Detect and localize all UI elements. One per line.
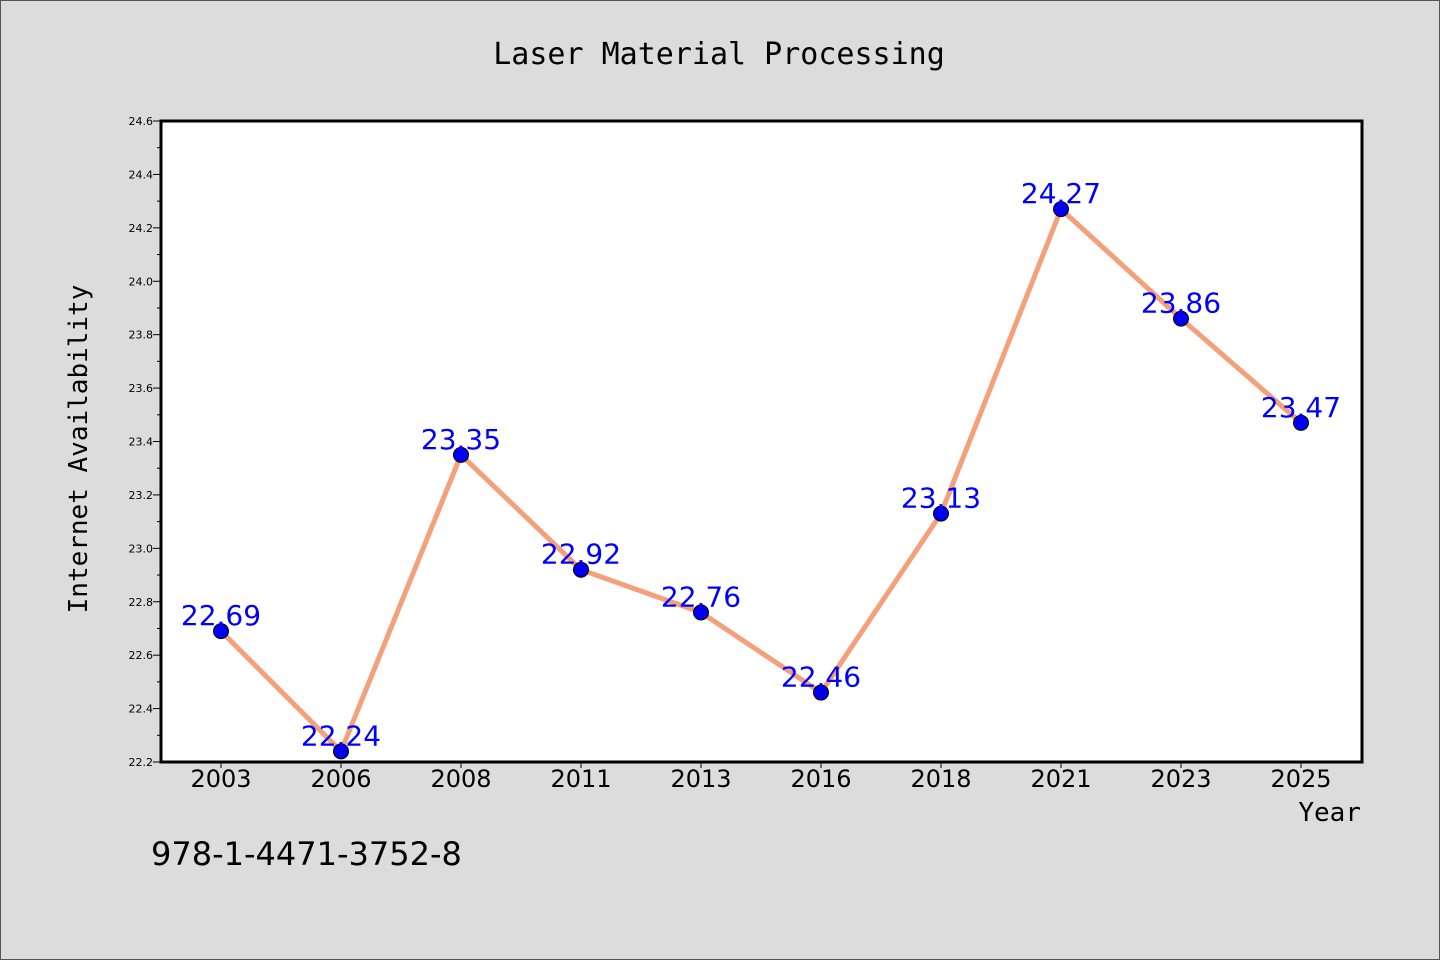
- y-tick-label: 24.4: [129, 168, 154, 181]
- y-tick-label: 24.2: [129, 222, 154, 235]
- series-markers-group: [213, 201, 1309, 760]
- data-label: 22.92: [541, 538, 621, 571]
- y-tick-label: 23.4: [129, 436, 154, 449]
- plot-frame: [159, 119, 1364, 764]
- data-label: 22.76: [661, 580, 741, 613]
- data-point-marker: [213, 623, 229, 640]
- x-tick-label: 2008: [430, 765, 491, 793]
- y-tick-label: 22.6: [129, 649, 154, 662]
- y-tick-label: 23.6: [129, 382, 154, 395]
- y-tick-label: 24.0: [129, 275, 154, 288]
- y-axis-label: Internet Availability: [64, 285, 94, 614]
- x-tick-label: 2011: [550, 765, 611, 793]
- data-point-marker: [1293, 414, 1309, 431]
- data-point-marker: [813, 684, 829, 701]
- data-label: 22.24: [301, 719, 381, 752]
- y-tick-label: 23.8: [129, 329, 154, 342]
- x-tick-label: 2023: [1150, 765, 1211, 793]
- data-point-marker: [333, 743, 349, 760]
- data-point-marker: [453, 446, 469, 463]
- x-tick-label: 2016: [790, 765, 851, 793]
- y-tick-label: 23.0: [129, 542, 154, 555]
- data-label: 24.27: [1021, 177, 1101, 210]
- x-tick-label: 2021: [1030, 765, 1091, 793]
- y-tick-label: 22.2: [129, 756, 154, 769]
- x-tick-label: 2003: [190, 765, 251, 793]
- data-label: 22.46: [781, 661, 861, 694]
- y-tick-label: 23.2: [129, 489, 154, 502]
- chart-title: Laser Material Processing: [493, 37, 945, 72]
- data-point-marker: [573, 561, 589, 578]
- y-tick-label: 22.8: [129, 596, 154, 609]
- series-line-group: [218, 206, 1304, 754]
- data-label: 23.86: [1141, 287, 1221, 320]
- x-axis: 2003 2006 2008 2011 2013 2016 2018 2021 2023 2025: [190, 762, 1332, 793]
- x-axis-label: Year: [1298, 798, 1361, 828]
- series-line: [218, 206, 1304, 754]
- data-point-marker: [933, 505, 949, 522]
- y-tick-label: 22.4: [129, 703, 154, 716]
- x-tick-label: 2025: [1270, 765, 1331, 793]
- data-labels-group: 22.69 22.24 23.35 22.92 22.76 22.46 23.13 24.27…: [181, 177, 1341, 752]
- data-label: 23.47: [1261, 391, 1341, 424]
- isbn-footer: 978-1-4471-3752-8: [151, 835, 462, 873]
- data-point-marker: [693, 604, 709, 621]
- data-label: 23.13: [901, 482, 981, 515]
- x-tick-label: 2013: [670, 765, 731, 793]
- y-axis: 22.2 22.4 22.6 22.8 23.0 23.2 23.4 23.6 23.8 24.0…: [129, 115, 161, 769]
- data-label: 23.35: [421, 423, 501, 456]
- y-tick-label: 24.6: [129, 115, 154, 128]
- data-point-marker: [1053, 201, 1069, 218]
- plot-area: [159, 119, 1364, 764]
- x-tick-label: 2006: [310, 765, 371, 793]
- data-point-marker: [1173, 310, 1189, 327]
- data-label: 22.69: [181, 599, 261, 632]
- x-tick-label: 2018: [910, 765, 971, 793]
